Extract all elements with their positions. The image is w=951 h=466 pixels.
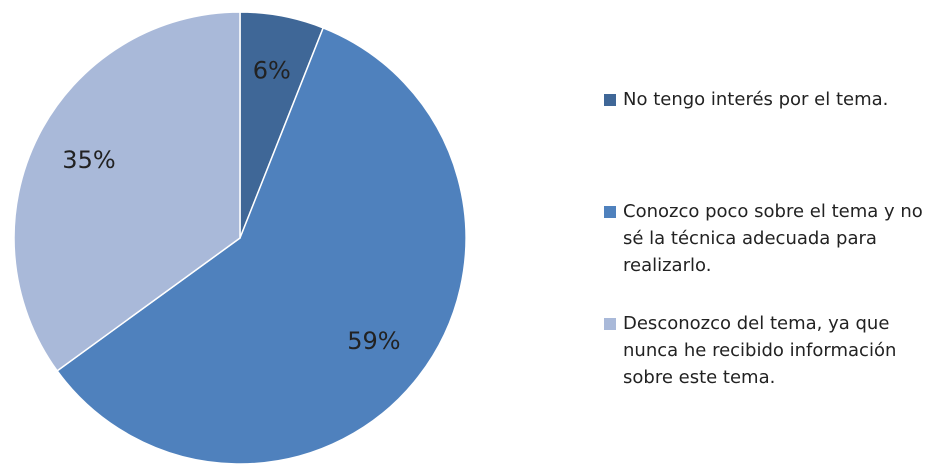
legend-swatch bbox=[604, 94, 616, 106]
data-label: 59% bbox=[347, 327, 400, 355]
legend-label: Conozco poco sobre el tema y no sé la té… bbox=[623, 201, 923, 276]
legend-label: Desconozco del tema, ya que nunca he rec… bbox=[623, 313, 897, 388]
legend-swatch bbox=[604, 206, 616, 218]
legend-item: No tengo interés por el tema. bbox=[604, 86, 944, 113]
legend-label: No tengo interés por el tema. bbox=[623, 89, 889, 110]
legend-item: Conozco poco sobre el tema y no sé la té… bbox=[604, 198, 944, 279]
pie-slice bbox=[56, 26, 467, 465]
data-label: 35% bbox=[62, 146, 115, 174]
legend-swatch bbox=[604, 318, 616, 330]
pie-slice bbox=[13, 11, 241, 372]
data-label: 6% bbox=[253, 57, 291, 85]
legend-item: Desconozco del tema, ya que nunca he rec… bbox=[604, 310, 944, 391]
